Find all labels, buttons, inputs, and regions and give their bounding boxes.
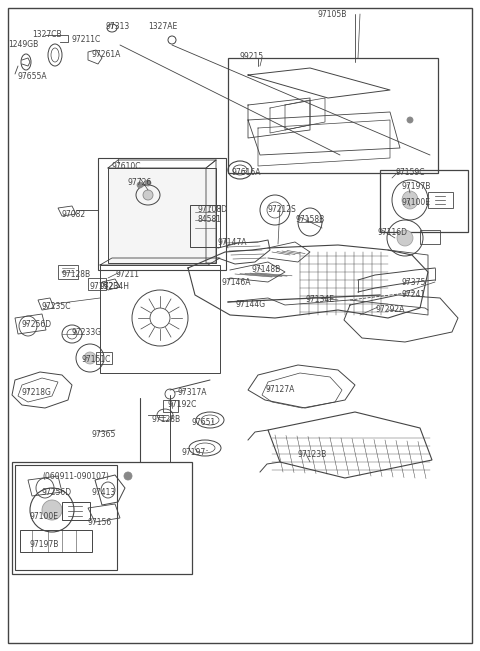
Bar [88, 278, 106, 290]
Text: 97197: 97197 [182, 448, 206, 457]
Text: 97158B: 97158B [296, 215, 325, 224]
Ellipse shape [137, 182, 143, 188]
Bar [163, 400, 178, 412]
Text: 97151C: 97151C [82, 355, 111, 364]
Text: 97256D: 97256D [22, 320, 52, 329]
Text: 97616A: 97616A [232, 168, 262, 177]
Text: 97234H: 97234H [100, 282, 130, 291]
Bar [100, 265, 220, 373]
Text: 97610C: 97610C [112, 162, 142, 171]
Text: 97261A: 97261A [92, 50, 121, 59]
Ellipse shape [402, 191, 418, 209]
Bar [96, 352, 112, 364]
Text: 97159C: 97159C [395, 168, 424, 177]
Text: 97292A: 97292A [375, 305, 404, 314]
Bar [58, 265, 78, 279]
Text: 97108D: 97108D [198, 205, 228, 214]
Text: 97128B: 97128B [62, 270, 91, 279]
Text: 1249GB: 1249GB [8, 40, 38, 49]
Text: 97233G: 97233G [72, 328, 102, 337]
Bar [228, 58, 438, 173]
Text: 97082: 97082 [62, 210, 86, 219]
Text: 97147A: 97147A [218, 238, 248, 247]
Text: 97144G: 97144G [236, 300, 266, 309]
Text: 97152D: 97152D [90, 282, 120, 291]
Bar [380, 170, 468, 232]
Text: (060911-090107): (060911-090107) [42, 472, 109, 481]
Text: 97105B: 97105B [318, 10, 348, 19]
Text: 97235C: 97235C [42, 302, 72, 311]
Text: 1327AE: 1327AE [148, 22, 177, 31]
Ellipse shape [145, 180, 151, 186]
Text: 97375: 97375 [402, 278, 426, 287]
Text: 97655A: 97655A [18, 72, 48, 81]
Text: 97100E: 97100E [402, 198, 431, 207]
Text: 97211C: 97211C [72, 35, 101, 44]
Text: 97123B: 97123B [298, 450, 327, 459]
Bar [15, 465, 117, 570]
Ellipse shape [42, 500, 62, 520]
Ellipse shape [84, 352, 96, 364]
Text: 99215: 99215 [240, 52, 264, 61]
Text: 97212S: 97212S [268, 205, 297, 214]
Bar [108, 168, 216, 263]
Text: 97128B: 97128B [152, 415, 181, 424]
Ellipse shape [124, 472, 132, 480]
Text: 97197B: 97197B [30, 540, 60, 549]
Bar [98, 158, 226, 270]
Text: 97134E: 97134E [305, 295, 334, 304]
Text: 97100E: 97100E [30, 512, 59, 521]
Text: 97317A: 97317A [178, 388, 207, 397]
Text: 97313: 97313 [105, 22, 129, 31]
Text: 97127A: 97127A [266, 385, 295, 394]
Text: 97156: 97156 [88, 518, 112, 527]
Text: 97256D: 97256D [42, 488, 72, 497]
Text: 97651: 97651 [192, 418, 216, 427]
Ellipse shape [143, 190, 153, 200]
Bar [62, 502, 90, 520]
Text: 97192C: 97192C [168, 400, 197, 409]
Text: 97218G: 97218G [22, 388, 52, 397]
Bar [428, 192, 453, 208]
Text: 97241: 97241 [402, 290, 426, 299]
Bar [190, 205, 220, 247]
Text: 97197B: 97197B [402, 182, 432, 191]
Text: 97211: 97211 [115, 270, 139, 279]
Text: 97726: 97726 [128, 178, 152, 187]
Ellipse shape [397, 230, 413, 246]
Text: 84581: 84581 [198, 215, 222, 224]
Bar [420, 230, 440, 244]
Ellipse shape [407, 117, 413, 123]
Text: 97148B: 97148B [252, 265, 281, 274]
Text: 1327CB: 1327CB [32, 30, 61, 39]
Text: 97413: 97413 [92, 488, 116, 497]
Bar [12, 462, 192, 574]
Bar [20, 530, 92, 552]
Text: 97146A: 97146A [222, 278, 252, 287]
Text: 97116D: 97116D [378, 228, 408, 237]
Text: 97365: 97365 [92, 430, 116, 439]
